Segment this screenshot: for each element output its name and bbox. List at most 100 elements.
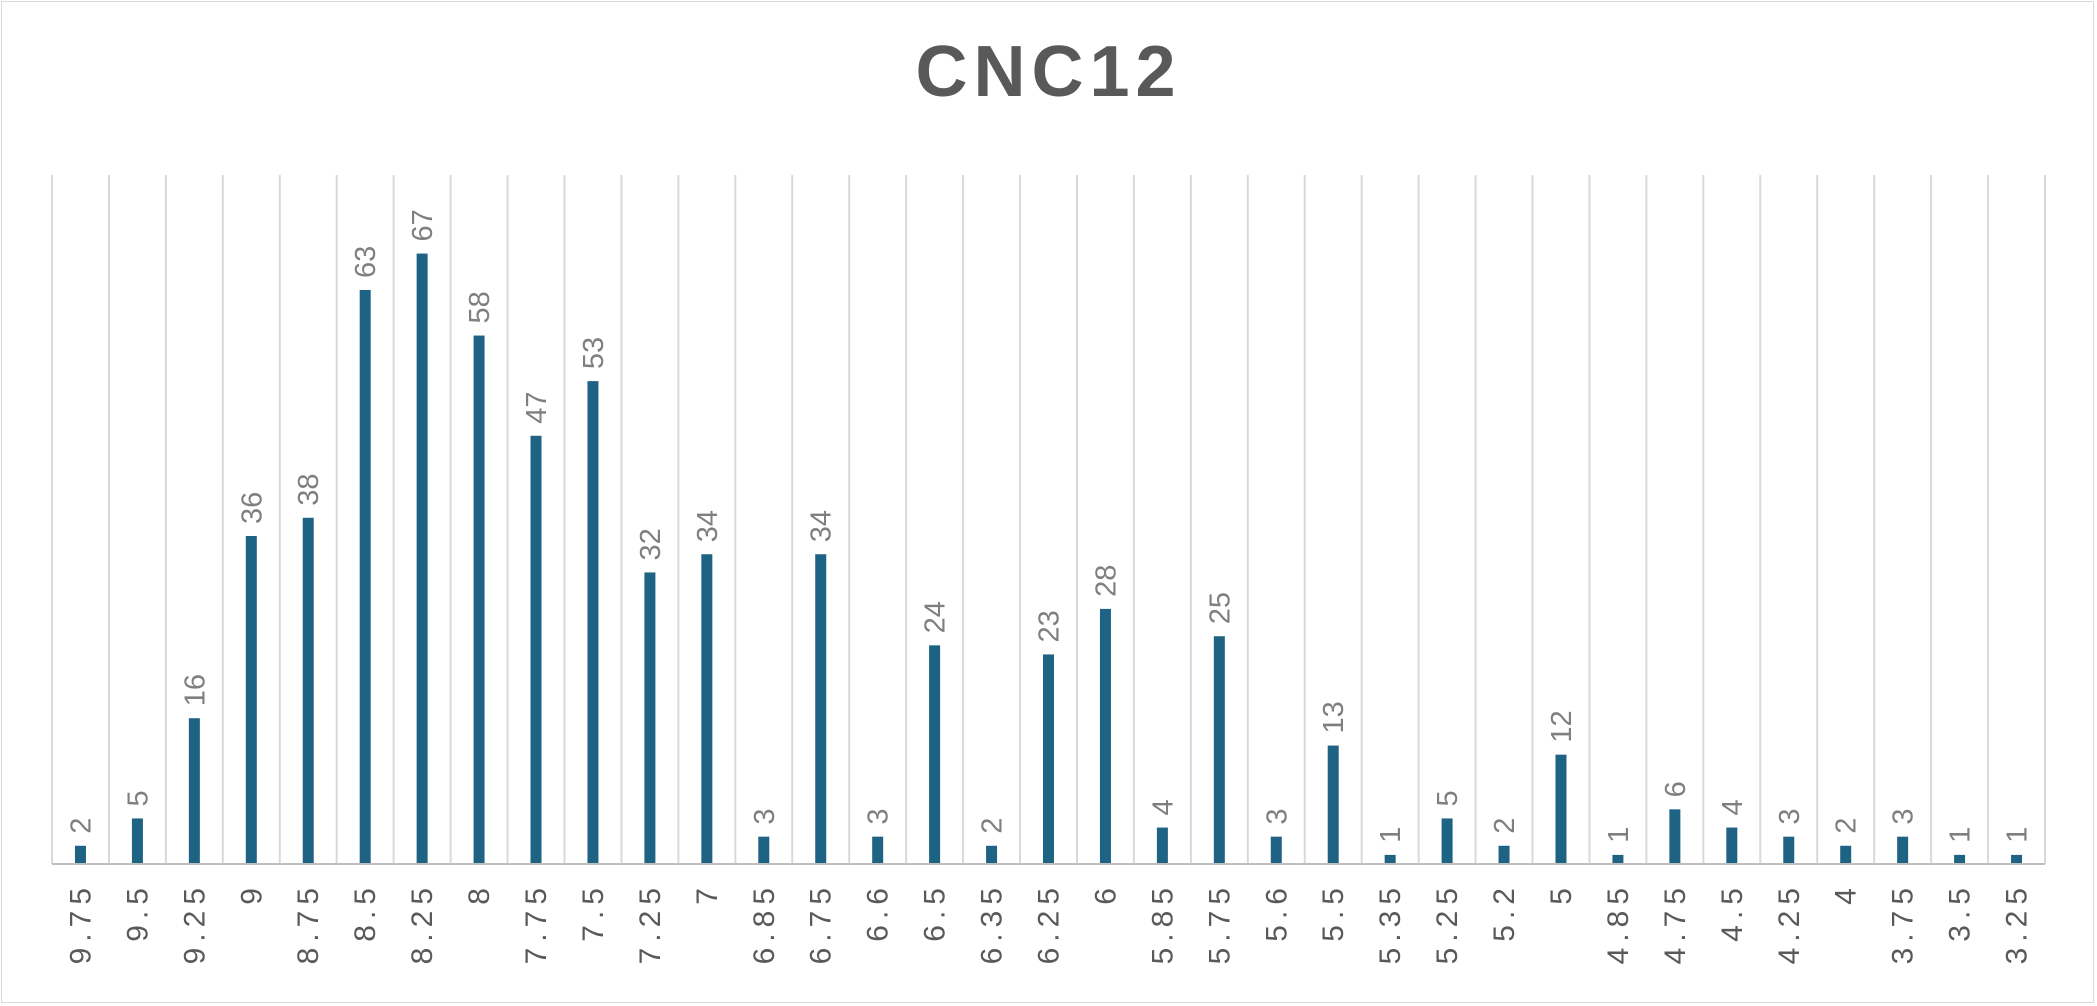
bar bbox=[872, 836, 884, 864]
data-label: 6 bbox=[1660, 781, 1692, 797]
x-tick-label: 9.5 bbox=[121, 882, 154, 942]
x-tick-label: 8 bbox=[463, 882, 496, 905]
x-tick-label: 6.25 bbox=[1033, 882, 1066, 964]
data-label: 1 bbox=[1945, 827, 1977, 843]
data-label: 3 bbox=[1774, 809, 1806, 825]
bar bbox=[1213, 636, 1225, 864]
bar bbox=[1783, 836, 1795, 864]
x-tick-label: 7.75 bbox=[520, 882, 553, 964]
data-label: 24 bbox=[920, 601, 952, 633]
x-tick-labels: 9.75 9.5 9.25 9 8.75 8.5 8.25 8 7.75 7.5 7.25 7 6.85… bbox=[64, 882, 2033, 964]
x-tick-label: 3.25 bbox=[2001, 882, 2034, 964]
bar bbox=[929, 645, 941, 864]
bar bbox=[1043, 654, 1054, 864]
bar bbox=[416, 253, 428, 865]
bar bbox=[1156, 827, 1168, 864]
bar bbox=[1897, 836, 1909, 864]
data-label: 16 bbox=[179, 674, 211, 706]
data-label: 2 bbox=[1489, 818, 1521, 834]
x-tick-label: 5.35 bbox=[1374, 882, 1407, 964]
x-tick-label: 6 bbox=[1089, 882, 1122, 905]
x-tick-label: 4 bbox=[1830, 882, 1863, 905]
bar bbox=[530, 435, 542, 864]
data-label: 13 bbox=[1318, 701, 1350, 733]
bar bbox=[1498, 845, 1510, 864]
data-label: 3 bbox=[863, 809, 895, 825]
bar bbox=[473, 335, 485, 864]
bar bbox=[644, 572, 656, 864]
bar bbox=[2011, 854, 2023, 864]
data-label: 2 bbox=[65, 818, 97, 834]
data-label: 67 bbox=[407, 209, 439, 241]
data-label: 3 bbox=[749, 809, 781, 825]
bar bbox=[1726, 827, 1738, 864]
bar bbox=[1954, 854, 1966, 864]
data-label: 32 bbox=[635, 528, 667, 560]
bar bbox=[1441, 818, 1453, 864]
data-label: 3 bbox=[1261, 809, 1293, 825]
x-tick-label: 9.75 bbox=[64, 882, 97, 964]
bar bbox=[1840, 845, 1852, 864]
data-label: 53 bbox=[578, 337, 610, 369]
bar bbox=[131, 818, 143, 864]
x-tick-label: 6.85 bbox=[748, 882, 781, 964]
x-tick-label: 5.85 bbox=[1146, 882, 1179, 964]
data-label: 63 bbox=[350, 246, 382, 278]
bar bbox=[758, 836, 770, 864]
x-tick-label: 8.75 bbox=[292, 882, 325, 964]
x-tick-label: 4.85 bbox=[1602, 882, 1635, 964]
x-tick-label: 4.75 bbox=[1659, 882, 1692, 964]
data-label: 34 bbox=[692, 510, 724, 542]
x-tick-label: 6.35 bbox=[976, 882, 1009, 964]
x-tick-label: 8.25 bbox=[406, 882, 439, 964]
x-tick-label: 3.5 bbox=[1944, 882, 1977, 942]
data-label: 2 bbox=[977, 818, 1009, 834]
x-tick-label: 8.5 bbox=[349, 882, 382, 942]
data-label: 28 bbox=[1090, 565, 1122, 597]
bar bbox=[188, 718, 200, 864]
x-tick-label: 7 bbox=[691, 882, 724, 905]
data-labels: 2516363863675847533234334324223284253131… bbox=[65, 209, 2033, 843]
x-tick-label: 5.5 bbox=[1317, 882, 1350, 942]
data-label: 4 bbox=[1717, 799, 1749, 815]
chart-title: CNC12 bbox=[915, 32, 1182, 112]
bar bbox=[1327, 745, 1339, 864]
bars bbox=[74, 253, 2023, 865]
x-tick-label: 5 bbox=[1545, 882, 1578, 905]
data-label: 3 bbox=[1888, 809, 1920, 825]
data-label: 5 bbox=[1432, 790, 1464, 806]
data-label: 1 bbox=[1375, 827, 1407, 843]
data-label: 38 bbox=[293, 474, 325, 506]
x-tick-label: 5.75 bbox=[1203, 882, 1236, 964]
bar bbox=[587, 381, 599, 864]
data-label: 23 bbox=[1034, 610, 1066, 642]
bar bbox=[1612, 854, 1624, 864]
data-label: 36 bbox=[236, 492, 268, 524]
data-label: 1 bbox=[1603, 827, 1635, 843]
bar bbox=[815, 554, 827, 864]
data-label: 4 bbox=[1147, 799, 1179, 815]
bar bbox=[986, 845, 998, 864]
bar bbox=[1270, 836, 1282, 864]
x-tick-label: 9.25 bbox=[178, 882, 211, 964]
data-label: 25 bbox=[1204, 592, 1236, 624]
data-label: 2 bbox=[1831, 818, 1863, 834]
bar bbox=[1384, 854, 1396, 864]
data-label: 1 bbox=[2002, 827, 2034, 843]
x-tick-label: 5.2 bbox=[1488, 882, 1521, 942]
x-tick-label: 4.25 bbox=[1773, 882, 1806, 964]
x-tick-label: 5.25 bbox=[1431, 882, 1464, 964]
x-tick-label: 9 bbox=[235, 882, 268, 905]
x-tick-label: 7.5 bbox=[577, 882, 610, 942]
x-tick-label: 7.25 bbox=[634, 882, 667, 964]
data-label: 58 bbox=[464, 291, 496, 323]
x-tick-label: 6.6 bbox=[862, 882, 895, 942]
bar bbox=[1099, 608, 1111, 864]
gridlines bbox=[51, 175, 2046, 864]
bar bbox=[1555, 754, 1567, 864]
data-label: 47 bbox=[521, 392, 553, 424]
bar bbox=[302, 517, 314, 864]
x-tick-label: 4.5 bbox=[1716, 882, 1749, 942]
bar bbox=[359, 290, 371, 864]
